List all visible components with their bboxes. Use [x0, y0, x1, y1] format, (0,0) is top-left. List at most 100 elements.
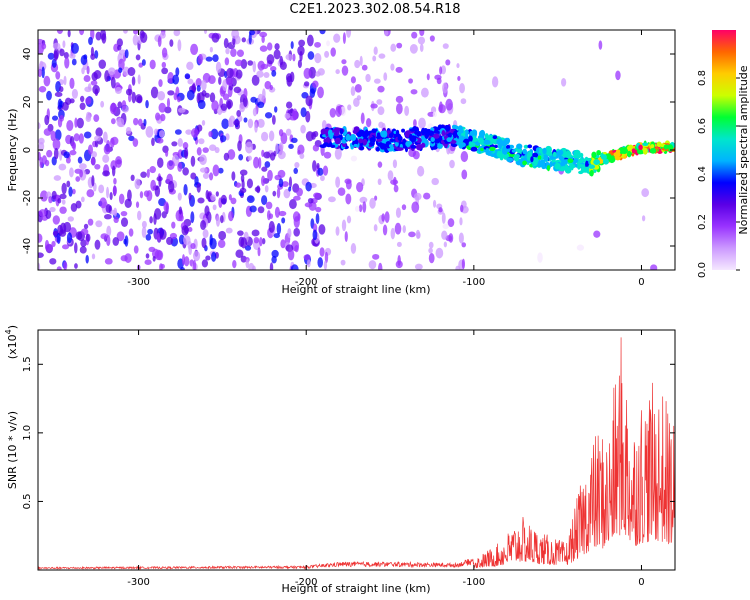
- spectrogram-cell: [297, 213, 301, 221]
- spectrogram-cell: [74, 263, 78, 269]
- spectrogram-cell: [312, 229, 318, 241]
- spectrogram-cell: [264, 112, 273, 119]
- spectrogram-cell: [420, 87, 429, 98]
- spectrogram-cell: [344, 178, 352, 185]
- spectrogram-cell: [164, 106, 172, 114]
- spectrogram-cell: [131, 91, 136, 104]
- spectrogram-cell: [259, 31, 268, 38]
- spectrogram-cell: [413, 119, 417, 128]
- spectrogram-cell: [183, 147, 189, 160]
- spectrogram-cell: [117, 101, 123, 109]
- spectrogram-cell: [202, 172, 210, 179]
- spectrogram-cell: [80, 228, 89, 236]
- spectrogram-cell: [522, 148, 527, 155]
- spectrogram-cell: [190, 211, 195, 224]
- spectrogram-cell: [39, 60, 44, 67]
- spectrogram-cell: [271, 69, 277, 77]
- spectrogram-cell: [248, 262, 255, 270]
- colorbar-tick-label: 0.6: [697, 118, 708, 134]
- spectrogram-cell: [141, 220, 147, 229]
- spectrogram-cell: [447, 218, 455, 228]
- y-tick-label: 20: [22, 96, 33, 109]
- spectrogram-cell: [87, 218, 94, 226]
- spectrogram-cell: [114, 86, 122, 95]
- spectrogram-cell: [143, 190, 150, 197]
- snr-x-ticks: -300 -200 -100 0: [127, 330, 645, 588]
- spectrogram-cell: [561, 77, 567, 87]
- spectrogram-cell: [158, 175, 162, 188]
- spectrogram-cell: [340, 259, 346, 266]
- spectrogram-cell: [104, 258, 113, 265]
- spectrogram-cell: [444, 143, 448, 149]
- spectrogram-cell: [69, 150, 77, 156]
- spectrogram-cell: [209, 46, 213, 53]
- spectrogram-cell: [416, 132, 422, 137]
- spectrogram-cell: [527, 144, 533, 149]
- spectrogram-cell: [585, 160, 589, 169]
- spectrogram-cell: [307, 51, 315, 60]
- spectrogram-cell: [552, 151, 557, 158]
- spectrogram-cell: [41, 43, 47, 50]
- spectrogram-cell: [246, 195, 255, 204]
- spectrogram-cell: [203, 30, 207, 35]
- spectrogram-cell: [260, 63, 269, 70]
- spectrogram-cell: [324, 50, 330, 58]
- spectrogram-cell: [513, 154, 520, 162]
- spectrogram-cell: [211, 100, 219, 112]
- spectrogram-cell: [373, 78, 381, 84]
- spectrogram-cell: [132, 34, 139, 46]
- spectrogram-cell: [487, 150, 492, 156]
- spectrogram-cell: [141, 59, 146, 66]
- spectrogram-cell: [49, 207, 56, 213]
- spectrogram-cell: [133, 30, 139, 35]
- spectrogram-cell: [279, 55, 284, 66]
- spectrogram-cell: [315, 213, 320, 225]
- spectrogram-cell: [276, 188, 281, 199]
- spectrogram-cell: [335, 105, 342, 118]
- spectrogram-cell: [197, 99, 206, 110]
- spectrogram-cell: [390, 179, 399, 185]
- spectrogram-cell: [177, 161, 183, 172]
- spectrogram-cell: [428, 253, 435, 264]
- spectrogram-cell: [532, 152, 539, 158]
- spectrogram-cell: [125, 88, 133, 96]
- spectrogram-cell: [396, 147, 404, 151]
- spectrogram-cell: [378, 53, 386, 59]
- spectrogram-cell: [445, 98, 453, 111]
- spectrogram-cell: [265, 201, 273, 210]
- spectrogram-cell: [236, 49, 244, 57]
- spectrogram-cell: [381, 213, 385, 222]
- spectrogram-cell: [177, 107, 186, 113]
- spectrogram-cell: [182, 235, 191, 246]
- spectrogram-cell: [110, 76, 116, 89]
- spectrogram-cell: [377, 178, 382, 186]
- spectrogram-cell: [38, 137, 45, 145]
- spectrogram-cell: [124, 49, 129, 59]
- spectrogram-cell: [180, 266, 185, 270]
- spectrogram-cell: [71, 88, 78, 99]
- spectrogram-cell: [370, 103, 378, 109]
- spectrogram-cell: [384, 30, 389, 36]
- snr-y-scale-base: (x10: [6, 334, 19, 359]
- spectrogram-cell: [359, 146, 364, 151]
- spectrogram-cell: [414, 263, 423, 270]
- spectrogram-cell: [140, 171, 147, 178]
- spectrogram-cell: [225, 133, 230, 141]
- spectrogram-cell: [103, 144, 111, 155]
- spectrogram-cell: [103, 131, 108, 143]
- spectrogram-cell: [522, 160, 528, 166]
- spectrogram-cell: [303, 254, 311, 261]
- spectrogram-cell: [554, 162, 561, 170]
- spectrogram-cell: [271, 249, 279, 258]
- spectrogram-cell: [43, 75, 51, 87]
- spectrogram-cell: [125, 126, 132, 135]
- spectrogram-cell: [294, 244, 299, 253]
- spectrogram-cell: [187, 78, 194, 85]
- spectrogram-cell: [423, 192, 431, 200]
- spectrogram-cell: [496, 151, 502, 158]
- spectrogram-cell: [312, 144, 320, 152]
- spectrogram-cell: [319, 30, 326, 35]
- spectrogram-cell: [252, 60, 257, 73]
- spectrogram-cell: [231, 171, 236, 181]
- spectrogram-cell: [131, 76, 136, 86]
